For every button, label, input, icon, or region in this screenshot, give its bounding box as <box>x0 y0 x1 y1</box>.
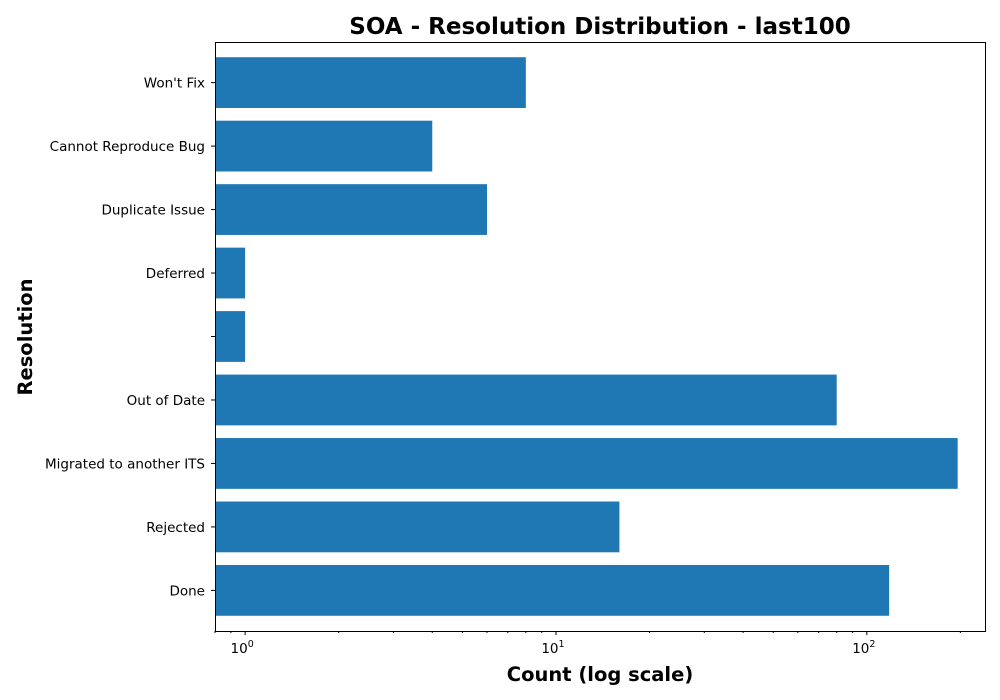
y-tick-label-0: Done <box>169 583 205 599</box>
y-tick-label-2: Migrated to another ITS <box>45 456 205 472</box>
bar-2 <box>215 438 958 489</box>
bar-7 <box>215 120 433 172</box>
y-tick-label-8: Won't Fix <box>144 76 205 92</box>
x-tick-label-2: 102 <box>852 639 875 657</box>
bars-layer <box>215 57 958 616</box>
bar-0 <box>215 564 890 616</box>
chart-title: SOA - Resolution Distribution - last100 <box>349 14 850 40</box>
y-tick-label-7: Cannot Reproduce Bug <box>50 139 205 155</box>
bar-1 <box>215 501 620 553</box>
bar-3 <box>215 374 837 426</box>
plot-frame <box>215 42 986 632</box>
y-tick-label-5: Deferred <box>146 266 205 282</box>
y-tick-label-3: Out of Date <box>127 393 205 409</box>
bar-5 <box>215 247 246 299</box>
bar-6 <box>215 184 488 235</box>
y-axis-label: Resolution <box>14 278 37 395</box>
bar-4 <box>215 311 246 362</box>
x-axis-label: Count (log scale) <box>507 663 693 686</box>
x-ticks-layer: 100 101 102 <box>214 631 961 657</box>
x-tick-label-1: 101 <box>541 639 564 657</box>
y-tick-label-1: Rejected <box>146 520 205 536</box>
x-tick-label-0: 100 <box>231 639 254 657</box>
y-ticks-layer: Done Rejected Migrated to another ITS Out o… <box>45 76 215 599</box>
bar-8 <box>215 57 526 109</box>
y-tick-label-6: Duplicate Issue <box>101 203 205 219</box>
